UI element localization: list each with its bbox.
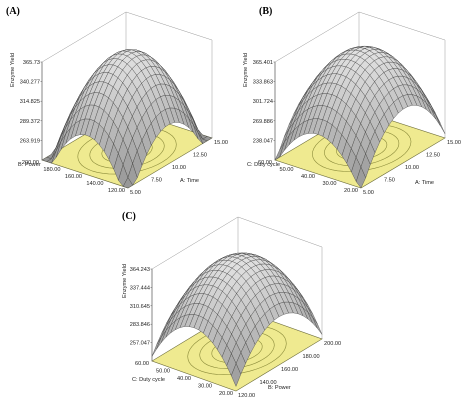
z-tick-label: 257.047 <box>130 341 150 347</box>
x-tick-label: 10.00 <box>172 165 186 171</box>
x-tick-label: 15.00 <box>447 140 461 146</box>
z-axis-label: Enzyme Yield <box>10 53 16 87</box>
x-tick-label: 5.00 <box>363 190 374 196</box>
box-edge <box>274 11 360 63</box>
y-axis-label: C: Duty cycle <box>247 162 280 168</box>
y-tick-label: 140.00 <box>86 181 103 187</box>
panel-label: (C) <box>122 211 136 222</box>
surface-cell <box>151 336 162 357</box>
x-tick-label: 7.50 <box>384 178 395 184</box>
z-axis-label: Enzyme Yield <box>122 264 128 298</box>
z-tick-label: 365.73 <box>23 60 40 66</box>
z-tick-labels: 365.401 333.863 301.724 269.886 238.047 <box>253 60 273 144</box>
response-surface <box>151 252 323 387</box>
surface-cell <box>312 317 323 335</box>
x-tick-label: 15.00 <box>214 140 228 146</box>
surface-cell <box>430 108 441 126</box>
x-tick-label: 140.00 <box>260 380 277 386</box>
x-tick-label: 180.00 <box>303 354 320 360</box>
z-tick-label: 238.047 <box>253 138 273 144</box>
y-tick-label: 60.00 <box>258 160 272 166</box>
surface-plot <box>273 11 446 189</box>
y-tick-labels: 20.00 30.00 40.00 50.00 60.00 <box>135 361 233 397</box>
y-tick-labels: 120.00 140.00 160.00 180.00 200.00 <box>22 160 125 194</box>
y-axis-label: B: Power <box>18 162 41 168</box>
y-axis-label: C: Duty cycle <box>132 377 165 383</box>
y-tick-label: 50.00 <box>280 167 294 173</box>
x-tick-label: 200.00 <box>324 341 341 347</box>
z-tick-labels: 364.243 337.444 310.645 283.846 257.047 <box>130 267 150 347</box>
x-tick-label: 120.00 <box>238 393 255 399</box>
y-tick-label: 40.00 <box>301 174 315 180</box>
z-tick-label: 364.243 <box>130 267 150 273</box>
x-tick-labels: 5.00 7.50 10.00 12.50 15.00 <box>130 140 228 196</box>
panel-label: (A) <box>6 6 20 17</box>
z-tick-label: 269.886 <box>253 119 273 125</box>
y-tick-label: 20.00 <box>219 391 233 397</box>
x-tick-label: 5.00 <box>130 190 141 196</box>
z-tick-label: 289.372 <box>20 119 40 125</box>
surface-cell <box>122 177 133 189</box>
box-edge <box>358 11 446 41</box>
x-tick-labels: 5.00 7.50 10.00 12.50 15.00 <box>363 140 461 196</box>
chart-panel-c: (C) Enzyme Yield B: Power C: Duty cycle … <box>122 211 341 399</box>
panel-label: (B) <box>259 6 272 17</box>
y-tick-label: 20.00 <box>344 188 358 194</box>
x-axis-label: A: Time <box>180 178 199 184</box>
z-tick-label: 263.919 <box>20 138 40 144</box>
surface-plot <box>40 11 213 189</box>
x-axis-label: A: Time <box>415 180 434 186</box>
z-tick-label: 337.444 <box>130 285 150 291</box>
y-tick-labels: 20.00 30.00 40.00 50.00 60.00 <box>258 160 358 194</box>
z-tick-label: 301.724 <box>253 99 273 105</box>
y-tick-label: 40.00 <box>177 376 191 382</box>
z-tick-label: 333.863 <box>253 80 273 86</box>
z-tick-labels: 365.73 340.277 314.825 289.372 263.919 <box>20 60 40 144</box>
x-tick-label: 10.00 <box>405 165 419 171</box>
z-tick-label: 365.401 <box>253 60 273 66</box>
response-surface <box>41 49 213 189</box>
y-tick-label: 120.00 <box>108 188 125 194</box>
box-edge <box>41 11 127 63</box>
y-tick-label: 50.00 <box>156 369 170 375</box>
response-surface <box>274 46 446 189</box>
chart-panel-a: (A) Enzyme Yield A: Time B: Power 365.73… <box>6 6 228 196</box>
x-axis-label: B: Power <box>268 385 291 391</box>
surface-cell <box>156 330 167 350</box>
z-tick-label: 314.825 <box>20 99 40 105</box>
x-tick-label: 160.00 <box>281 367 298 373</box>
x-tick-label: 7.50 <box>151 178 162 184</box>
y-tick-label: 180.00 <box>43 167 60 173</box>
z-tick-label: 310.645 <box>130 304 150 310</box>
y-tick-label: 30.00 <box>198 384 212 390</box>
z-tick-label: 283.846 <box>130 322 150 328</box>
z-axis-label: Enzyme Yield <box>243 53 249 87</box>
x-tick-label: 12.50 <box>426 153 440 159</box>
surface-cell <box>231 363 241 387</box>
y-tick-label: 60.00 <box>135 361 149 367</box>
box-edge <box>151 216 239 270</box>
y-tick-label: 200.00 <box>22 160 39 166</box>
surface-cell <box>356 166 366 189</box>
box-edge <box>125 11 213 41</box>
surface-plot <box>150 216 323 392</box>
y-tick-label: 160.00 <box>65 174 82 180</box>
z-tick-label: 340.277 <box>20 80 40 86</box>
y-tick-label: 30.00 <box>323 181 337 187</box>
chart-panel-b: (B) Enzyme Yield A: Time C: Duty cycle 3… <box>243 6 461 196</box>
x-tick-label: 12.50 <box>193 153 207 159</box>
x-tick-labels: 120.00 140.00 160.00 180.00 200.00 <box>238 341 341 399</box>
box-edge <box>237 216 323 248</box>
